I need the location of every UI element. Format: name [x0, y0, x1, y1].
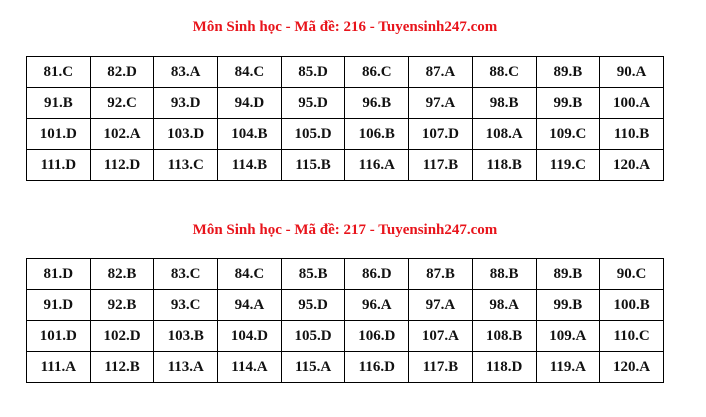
answer-cell: 83.A: [153, 56, 219, 88]
answer-cell: 120.A: [599, 149, 664, 181]
table-row: 91.B 92.C 93.D 94.D 95.D 96.B 97.A 98.B 99.B 100.…: [26, 87, 664, 119]
answer-cell: 110.C: [599, 320, 664, 352]
answer-cell: 103.D: [153, 118, 219, 150]
answer-cell: 102.D: [89, 320, 155, 352]
answer-cell: 113.C: [153, 149, 219, 181]
answer-cell: 102.A: [89, 118, 155, 150]
answer-cell: 101.D: [26, 320, 91, 352]
answer-cell: 104.B: [217, 118, 282, 150]
answer-cell: 97.A: [408, 289, 473, 321]
table-row: 81.D 82.B 83.C 84.C 85.B 86.D 87.B 88.B 89.B 90.C: [26, 258, 664, 290]
answer-cell: 106.D: [344, 320, 410, 352]
answer-cell: 83.C: [153, 258, 219, 290]
answer-cell: 95.D: [280, 87, 346, 119]
answer-cell: 105.D: [280, 320, 346, 352]
answer-table-217: 81.D 82.B 83.C 84.C 85.B 86.D 87.B 88.B 89.B 90.C…: [26, 258, 664, 383]
answer-cell: 90.C: [599, 258, 664, 290]
answer-cell: 95.D: [280, 289, 346, 321]
answer-cell: 117.B: [408, 149, 473, 181]
answer-cell: 85.B: [280, 258, 346, 290]
section-title-216: Môn Sinh học - Mã đề: 216 - Tuyensinh247…: [192, 19, 498, 35]
answer-cell: 89.B: [535, 56, 601, 88]
answer-cell: 112.D: [89, 149, 155, 181]
answer-cell: 82.B: [89, 258, 155, 290]
answer-cell: 85.D: [280, 56, 346, 88]
answer-cell: 84.C: [217, 258, 282, 290]
answer-cell: 108.A: [471, 118, 537, 150]
table-row: 111.D 112.D 113.C 114.B 115.B 116.A 117.B 118.B…: [26, 149, 664, 181]
table-row: 101.D 102.A 103.D 104.B 105.D 106.B 107.D 108.A…: [26, 118, 664, 150]
answer-cell: 84.C: [217, 56, 282, 88]
answer-cell: 115.A: [280, 351, 346, 383]
answer-cell: 92.C: [89, 87, 155, 119]
answer-cell: 99.B: [535, 289, 601, 321]
answer-cell: 98.A: [471, 289, 537, 321]
answer-cell: 101.D: [26, 118, 91, 150]
answer-cell: 113.A: [153, 351, 219, 383]
answer-cell: 100.B: [599, 289, 664, 321]
answer-cell: 86.D: [344, 258, 410, 290]
answer-cell: 111.D: [26, 149, 91, 181]
answer-cell: 89.B: [535, 258, 601, 290]
table-row: 81.C 82.D 83.A 84.C 85.D 86.C 87.A 88.C 89.B 90.A: [26, 56, 664, 88]
answer-cell: 106.B: [344, 118, 410, 150]
answer-cell: 107.D: [408, 118, 473, 150]
answer-cell: 108.B: [471, 320, 537, 352]
answer-cell: 94.A: [217, 289, 282, 321]
answer-cell: 99.B: [535, 87, 601, 119]
answer-cell: 109.C: [535, 118, 601, 150]
answer-cell: 98.B: [471, 87, 537, 119]
answer-cell: 86.C: [344, 56, 410, 88]
answer-cell: 110.B: [599, 118, 664, 150]
answer-cell: 118.B: [471, 149, 537, 181]
answer-cell: 90.A: [599, 56, 664, 88]
answer-cell: 97.A: [408, 87, 473, 119]
answer-cell: 96.A: [344, 289, 410, 321]
answer-cell: 119.A: [535, 351, 601, 383]
answer-cell: 116.A: [344, 149, 410, 181]
answer-cell: 81.D: [26, 258, 91, 290]
answer-cell: 114.B: [217, 149, 282, 181]
answer-cell: 92.B: [89, 289, 155, 321]
answer-cell: 120.A: [599, 351, 664, 383]
answer-cell: 119.C: [535, 149, 601, 181]
answer-cell: 93.C: [153, 289, 219, 321]
answer-cell: 88.B: [471, 258, 537, 290]
answer-cell: 111.A: [26, 351, 91, 383]
answer-cell: 91.B: [26, 87, 91, 119]
answer-cell: 118.D: [471, 351, 537, 383]
answer-cell: 112.B: [89, 351, 155, 383]
section-title-217: Môn Sinh học - Mã đề: 217 - Tuyensinh247…: [192, 222, 498, 238]
answer-cell: 82.D: [89, 56, 155, 88]
answer-cell: 100.A: [599, 87, 664, 119]
answer-cell: 87.A: [408, 56, 473, 88]
table-row: 101.D 102.D 103.B 104.D 105.D 106.D 107.A 108.B…: [26, 320, 664, 352]
answer-table-216: 81.C 82.D 83.A 84.C 85.D 86.C 87.A 88.C 89.B 90.A…: [26, 56, 664, 181]
answer-cell: 88.C: [471, 56, 537, 88]
answer-cell: 107.A: [408, 320, 473, 352]
answer-cell: 96.B: [344, 87, 410, 119]
answer-cell: 94.D: [217, 87, 282, 119]
answer-cell: 116.D: [344, 351, 410, 383]
answer-cell: 91.D: [26, 289, 91, 321]
answer-cell: 93.D: [153, 87, 219, 119]
answer-cell: 105.D: [280, 118, 346, 150]
answer-cell: 114.A: [217, 351, 282, 383]
answer-cell: 103.B: [153, 320, 219, 352]
table-row: 111.A 112.B 113.A 114.A 115.A 116.D 117.B 118.D…: [26, 351, 664, 383]
answer-cell: 109.A: [535, 320, 601, 352]
table-row: 91.D 92.B 93.C 94.A 95.D 96.A 97.A 98.A 99.B 100.…: [26, 289, 664, 321]
answer-cell: 117.B: [408, 351, 473, 383]
answer-cell: 81.C: [26, 56, 91, 88]
answer-cell: 104.D: [217, 320, 282, 352]
answer-cell: 115.B: [280, 149, 346, 181]
answer-cell: 87.B: [408, 258, 473, 290]
